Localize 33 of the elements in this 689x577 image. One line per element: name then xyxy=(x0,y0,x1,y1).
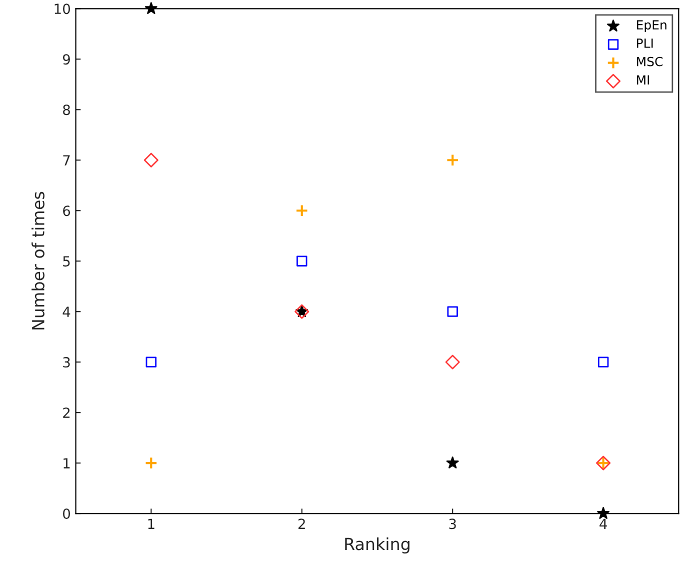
point xyxy=(445,354,460,370)
point xyxy=(296,256,308,266)
y-tick-label: 0 xyxy=(63,508,70,520)
y-tick-label: 1 xyxy=(64,458,70,468)
point xyxy=(144,152,158,168)
point xyxy=(447,306,458,317)
y-axis-title: Number of times xyxy=(32,192,44,330)
x-tick-label: 3 xyxy=(449,518,456,530)
y-tick-label: 9 xyxy=(62,54,70,65)
y-tick-label: 10 xyxy=(54,4,70,14)
x-axis-title: Ranking xyxy=(345,537,410,554)
y-tick-label: 4 xyxy=(62,306,70,317)
x-tick-label: 4 xyxy=(600,518,607,529)
y-tick-label: 3 xyxy=(63,357,70,368)
y-tick-label: 7 xyxy=(63,155,70,166)
point xyxy=(144,456,158,470)
point xyxy=(598,356,609,368)
y-tick-label: 6 xyxy=(63,206,70,216)
point xyxy=(446,154,460,167)
point xyxy=(597,507,610,519)
y-tick-label: 8 xyxy=(63,104,70,116)
legend-label: PLI xyxy=(636,38,653,48)
x-tick-label: 2 xyxy=(298,518,305,529)
legend-label: MI xyxy=(636,75,650,84)
y-tick-label: 5 xyxy=(63,256,70,267)
point xyxy=(144,2,158,14)
point xyxy=(446,456,459,468)
point xyxy=(295,204,308,218)
x-tick-label: 1 xyxy=(148,518,154,529)
legend-label: MSC xyxy=(636,56,663,66)
point xyxy=(146,356,157,368)
legend-label: EpEn xyxy=(636,20,666,32)
y-tick-label: 2 xyxy=(63,408,70,418)
